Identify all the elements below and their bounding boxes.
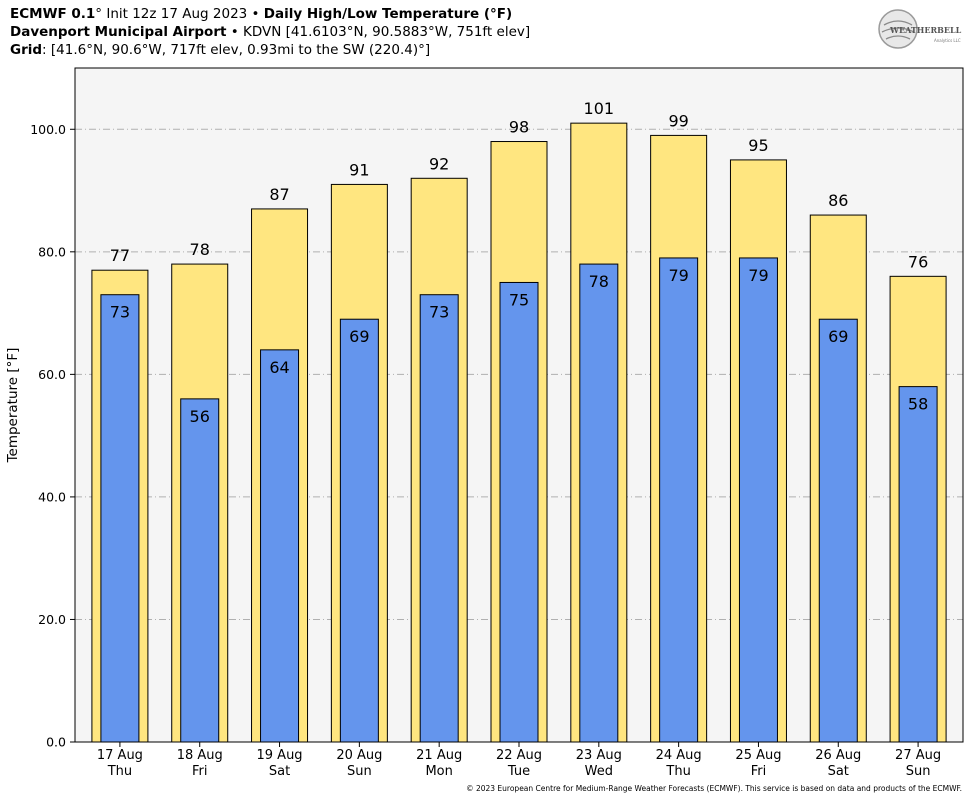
- low-bar: [100, 294, 140, 743]
- y-tick-label: 80.0: [38, 244, 66, 259]
- low-bar: [260, 349, 300, 743]
- low-bar: [419, 294, 459, 743]
- station-name: Davenport Municipal Airport: [10, 24, 227, 40]
- x-tick-weekday: Sun: [906, 764, 931, 779]
- high-value-label: 86: [828, 191, 848, 210]
- y-axis-label: Temperature [°F]: [5, 348, 21, 464]
- low-value-label: 64: [269, 358, 289, 377]
- high-value-label: 101: [584, 99, 615, 118]
- x-tick-date: 23 Aug: [576, 748, 622, 763]
- x-tick-weekday: Thu: [665, 764, 690, 779]
- low-value-label: 78: [589, 272, 609, 291]
- low-bar: [659, 257, 699, 743]
- x-tick-date: 26 Aug: [815, 748, 861, 763]
- x-tick-date: 22 Aug: [496, 748, 542, 763]
- x-tick-weekday: Thu: [107, 764, 132, 779]
- high-value-label: 98: [509, 118, 529, 137]
- low-value-label: 79: [668, 266, 688, 285]
- high-value-label: 77: [110, 246, 130, 265]
- low-bar: [738, 257, 778, 743]
- low-value-label: 73: [429, 303, 449, 322]
- bullet-separator: •: [247, 6, 264, 22]
- x-tick-date: 25 Aug: [735, 748, 781, 763]
- copyright-footer: © 2023 European Centre for Medium-Range …: [466, 784, 962, 793]
- weatherbell-logo: WEATHERBELL Analytics LLC: [878, 9, 962, 49]
- init-time: Init 12z 17 Aug 2023: [102, 6, 248, 22]
- low-bar: [898, 386, 938, 743]
- header-line-1: ECMWF 0.1° Init 12z 17 Aug 2023 • Daily …: [10, 6, 512, 23]
- header-line-3: Grid: [41.6°N, 90.6°W, 717ft elev, 0.93m…: [10, 42, 430, 59]
- grid-detail: : [41.6°N, 90.6°W, 717ft elev, 0.93mi to…: [42, 42, 431, 58]
- low-value-label: 73: [110, 303, 130, 322]
- low-value-label: 58: [908, 395, 928, 414]
- x-tick-date: 17 Aug: [97, 748, 143, 763]
- product-title: Daily High/Low Temperature (°F): [263, 6, 513, 22]
- x-tick-weekday: Sat: [269, 764, 290, 779]
- y-tick-label: 60.0: [38, 367, 66, 382]
- high-value-label: 99: [668, 111, 688, 130]
- x-tick-weekday: Sun: [347, 764, 372, 779]
- x-tick-weekday: Wed: [585, 764, 613, 779]
- high-value-label: 95: [748, 136, 768, 155]
- high-value-label: 92: [429, 154, 449, 173]
- logo-subtext: Analytics LLC: [934, 38, 961, 43]
- x-tick-weekday: Fri: [192, 764, 208, 779]
- x-tick-date: 19 Aug: [257, 748, 303, 763]
- low-bar: [499, 281, 539, 743]
- y-tick-label: 100.0: [30, 122, 66, 137]
- header-line-2: Davenport Municipal Airport • KDVN [41.6…: [10, 24, 530, 41]
- model-name: ECMWF 0.1: [10, 6, 96, 22]
- x-tick-date: 21 Aug: [416, 748, 462, 763]
- low-value-label: 75: [509, 290, 529, 309]
- x-tick-date: 18 Aug: [177, 748, 223, 763]
- high-value-label: 91: [349, 160, 369, 179]
- y-tick-label: 40.0: [38, 489, 66, 504]
- low-bar: [818, 318, 858, 743]
- high-value-label: 76: [908, 252, 928, 271]
- low-value-label: 69: [349, 327, 369, 346]
- low-bar: [339, 318, 379, 743]
- high-value-label: 78: [190, 240, 210, 259]
- logo-wordmark: WEATHERBELL: [889, 25, 962, 35]
- bullet-separator: •: [226, 24, 243, 40]
- model-degree: °: [95, 6, 103, 22]
- low-bar: [180, 398, 220, 743]
- x-tick-date: 20 Aug: [336, 748, 382, 763]
- x-tick-weekday: Fri: [751, 764, 767, 779]
- x-tick-weekday: Tue: [507, 764, 530, 779]
- low-value-label: 56: [190, 407, 210, 426]
- low-value-label: 79: [748, 266, 768, 285]
- y-tick-label: 20.0: [38, 612, 66, 627]
- low-value-label: 69: [828, 327, 848, 346]
- grid-label: Grid: [10, 42, 43, 58]
- x-tick-date: 24 Aug: [656, 748, 702, 763]
- x-tick-weekday: Mon: [425, 764, 452, 779]
- low-bar: [579, 263, 619, 743]
- bars: [91, 122, 947, 743]
- x-tick-weekday: Sat: [828, 764, 849, 779]
- x-tick-date: 27 Aug: [895, 748, 941, 763]
- data-labels: 77 73 78 56 87 64 91 69 92 73 98 75 101 78 99 79 95 79 86 6…: [110, 99, 929, 426]
- y-tick-label: 0.0: [46, 735, 66, 750]
- high-value-label: 87: [269, 185, 289, 204]
- station-detail: KDVN [41.6103°N, 90.5883°W, 751ft elev]: [242, 24, 531, 40]
